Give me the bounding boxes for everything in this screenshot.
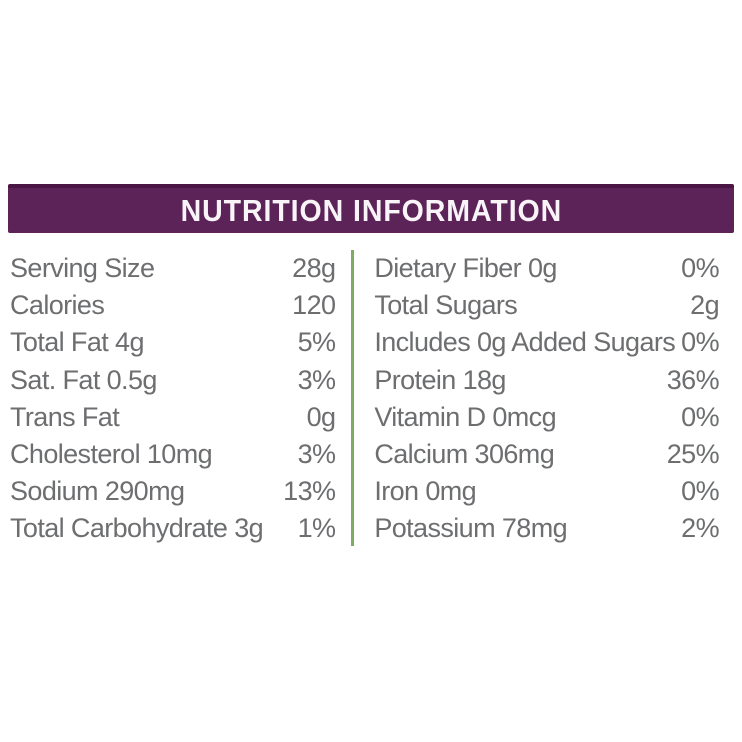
nutrition-row: Total Sugars 2g	[374, 287, 719, 324]
nutrition-column-left: Serving Size 28g Calories 120 Total Fat …	[8, 248, 351, 548]
nutrient-value: 120	[292, 290, 336, 321]
nutrition-row: Potassium 78mg 2%	[374, 510, 719, 547]
nutrition-row: Trans Fat 0g	[10, 399, 336, 436]
nutrient-value: 0%	[681, 253, 719, 283]
nutrient-name: Includes 0g Added Sugars	[374, 327, 676, 358]
nutrition-row: Includes 0g Added Sugars 0%	[374, 324, 719, 361]
nutrient-value: 28g	[292, 253, 336, 283]
nutrient-name: Vitamin D 0mcg	[374, 401, 556, 432]
nutrition-row: Total Carbohydrate 3g 1%	[10, 510, 336, 547]
nutrition-row: Calories 120	[10, 287, 336, 324]
nutrient-name: Dietary Fiber 0g	[374, 253, 557, 283]
nutrient-value: 2%	[681, 513, 719, 544]
nutrition-row: Serving Size 28g	[10, 250, 336, 287]
nutrient-name: Protein 18g	[374, 364, 506, 395]
nutrient-value: 0g	[306, 401, 336, 432]
nutrient-value: 0%	[681, 401, 719, 432]
nutrition-row: Dietary Fiber 0g 0%	[374, 250, 719, 287]
nutrition-content: Serving Size 28g Calories 120 Total Fat …	[8, 248, 734, 548]
nutrient-name: Total Carbohydrate 3g	[10, 513, 264, 544]
nutrient-name: Trans Fat	[10, 401, 120, 432]
nutrition-row: Iron 0mg 0%	[374, 473, 719, 510]
nutrient-name: Calcium 306mg	[374, 438, 555, 469]
nutrition-row: Protein 18g 36%	[374, 362, 719, 399]
nutrient-name: Total Fat 4g	[10, 327, 144, 358]
nutrition-column-right: Dietary Fiber 0g 0% Total Sugars 2g Incl…	[354, 248, 734, 548]
nutrition-label: NUTRITION INFORMATION Serving Size 28g C…	[8, 184, 734, 548]
nutrient-name: Total Sugars	[374, 290, 518, 321]
nutrient-name: Cholesterol 10mg	[10, 438, 213, 469]
nutrient-value: 2g	[690, 290, 719, 321]
nutrient-name: Sat. Fat 0.5g	[10, 364, 157, 395]
nutrition-row: Sodium 290mg 13%	[10, 473, 336, 510]
nutrient-value: 36%	[666, 364, 720, 395]
nutrient-value: 1%	[297, 513, 336, 544]
nutrition-row: Sat. Fat 0.5g 3%	[10, 362, 336, 399]
nutrition-header-title: NUTRITION INFORMATION	[180, 192, 562, 228]
nutrient-value: 3%	[297, 364, 336, 395]
nutrition-row: Vitamin D 0mcg 0%	[374, 399, 719, 436]
nutrition-row: Total Fat 4g 5%	[10, 324, 336, 361]
nutrient-name: Calories	[10, 290, 105, 321]
nutrient-name: Iron 0mg	[374, 476, 477, 507]
nutrient-value: 13%	[283, 476, 336, 507]
nutrient-value: 0%	[681, 327, 719, 358]
nutrient-name: Serving Size	[10, 253, 155, 283]
nutrient-name: Potassium 78mg	[374, 513, 568, 544]
nutrition-header-bar: NUTRITION INFORMATION	[8, 184, 734, 233]
nutrition-row: Cholesterol 10mg 3%	[10, 436, 336, 473]
nutrient-value: 5%	[297, 327, 336, 358]
nutrient-name: Sodium 290mg	[10, 476, 185, 507]
nutrition-row: Calcium 306mg 25%	[374, 436, 719, 473]
nutrient-value: 0%	[681, 476, 719, 507]
nutrient-value: 25%	[666, 438, 720, 469]
green-divider-line	[351, 250, 355, 546]
nutrient-value: 3%	[297, 438, 336, 469]
